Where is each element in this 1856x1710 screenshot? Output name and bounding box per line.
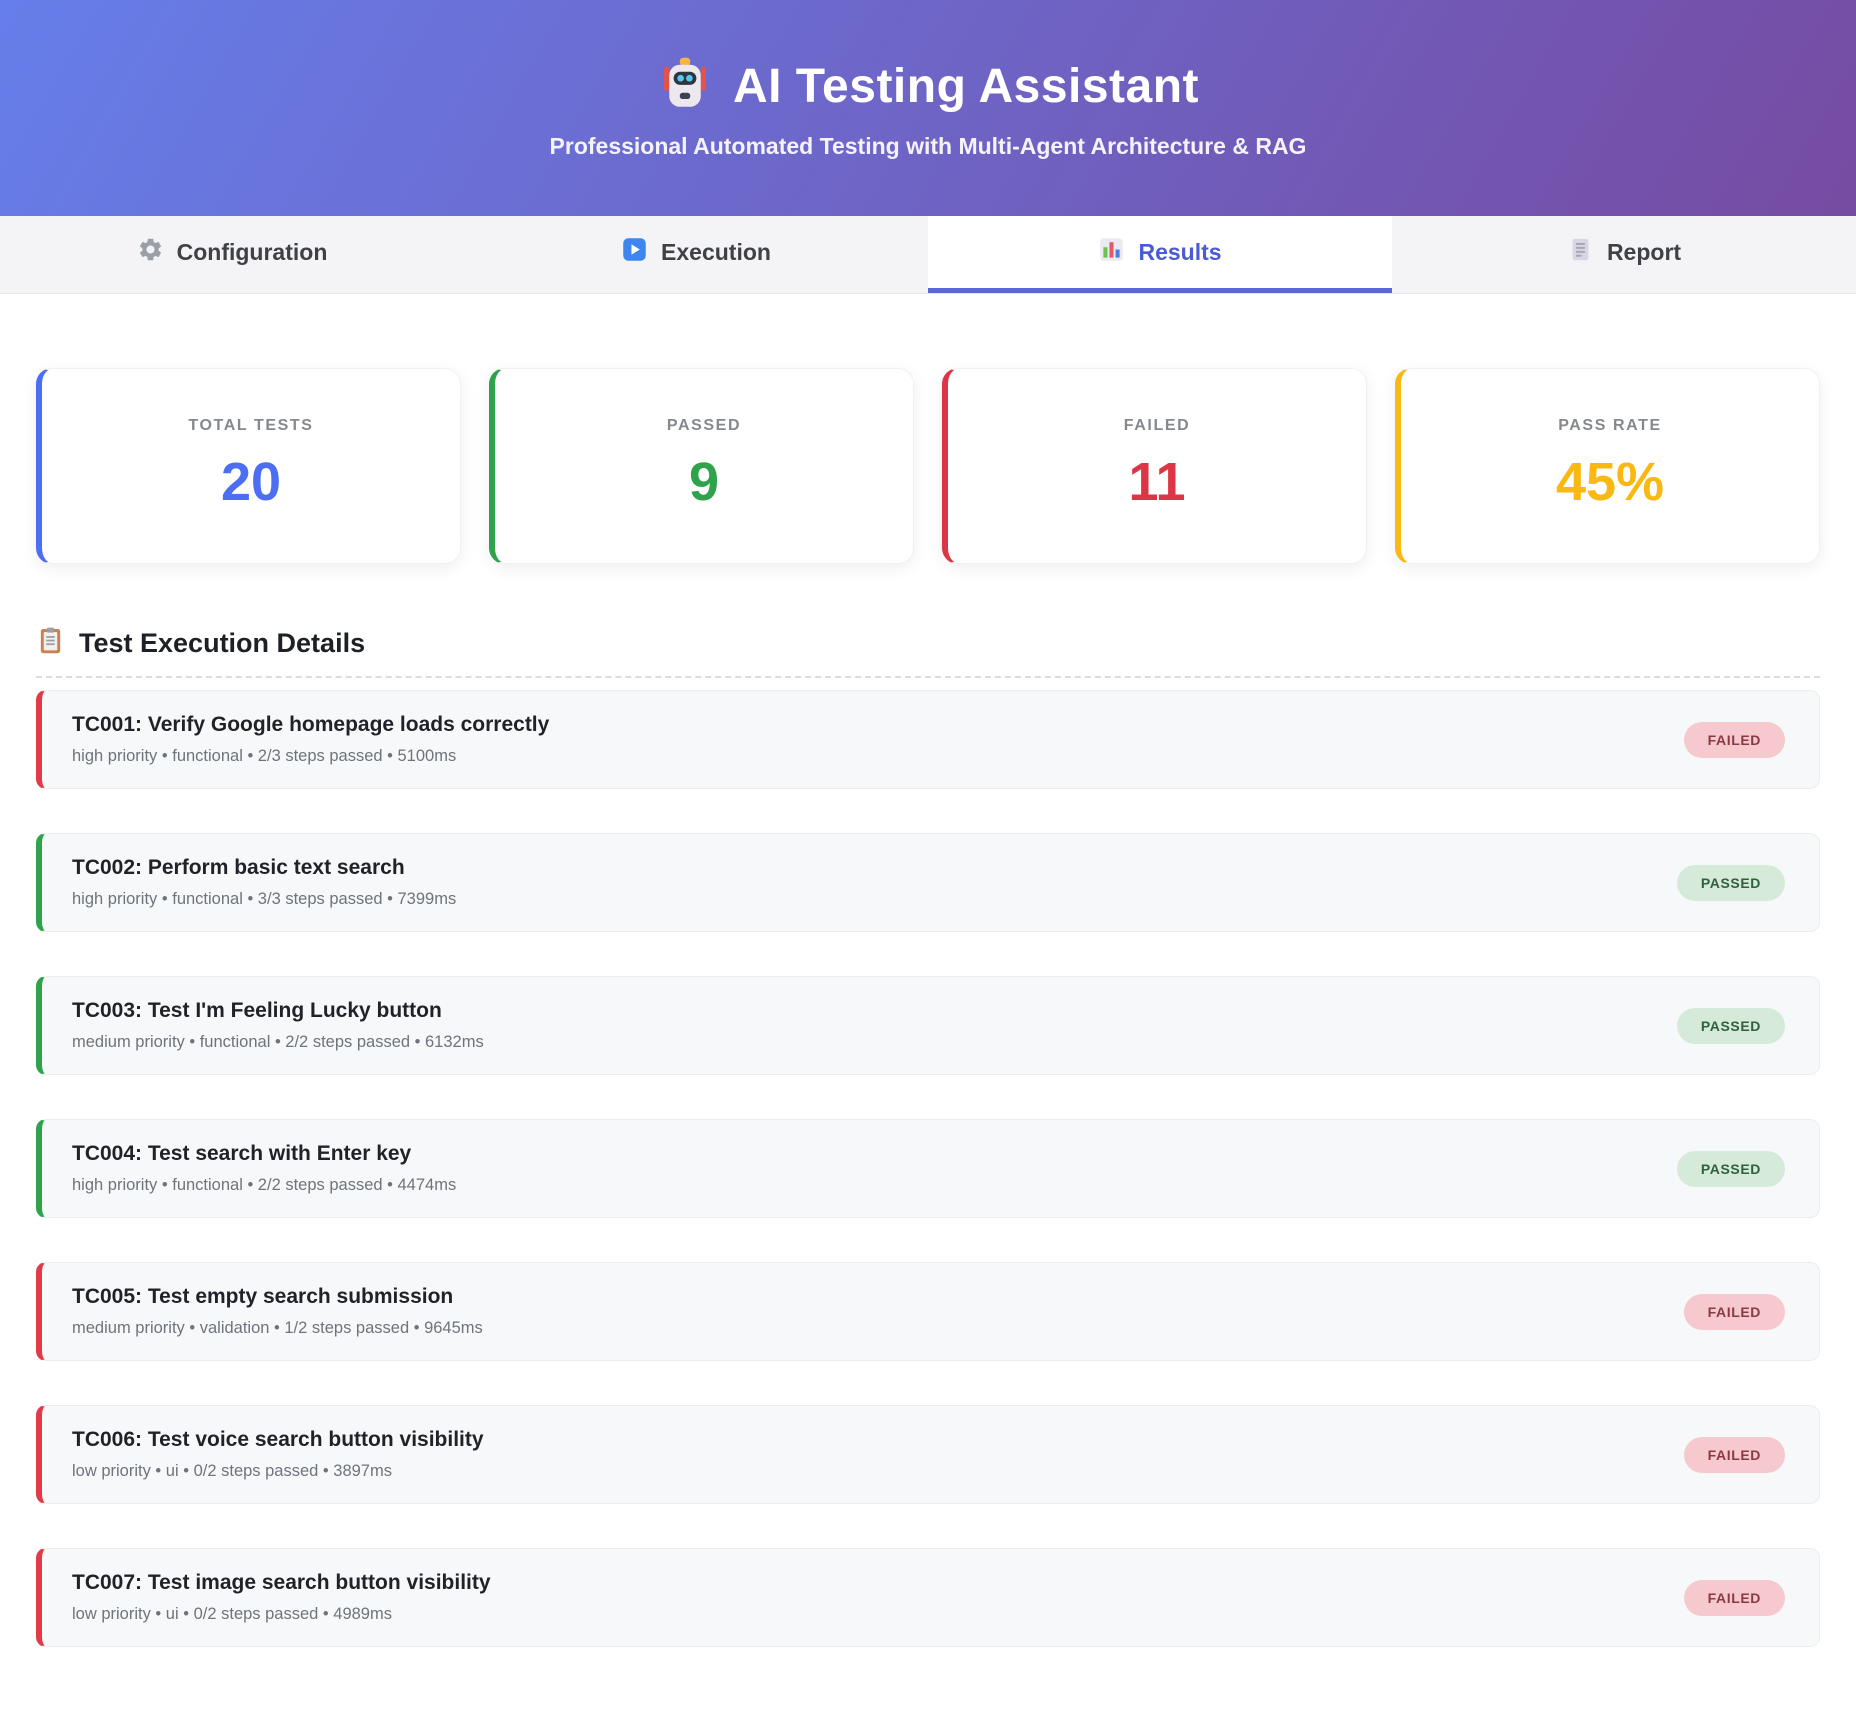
stat-label: PASSED xyxy=(666,417,742,434)
test-title: TC002: Perform basic text search xyxy=(72,856,405,879)
stat-label: TOTAL TESTS xyxy=(188,417,314,434)
stats-row: TOTAL TESTS 20 PASSED 9 FAILED 11 PASS R… xyxy=(36,368,1820,564)
test-list: TC001: Verify Google homepage loads corr… xyxy=(36,690,1820,1647)
status-badge: FAILED xyxy=(1683,721,1785,758)
test-meta: medium priority • functional • 2/2 steps… xyxy=(72,1033,484,1051)
stat-label: PASS RATE xyxy=(1558,417,1662,434)
stat-value: 20 xyxy=(220,452,282,512)
stat-card-failed: FAILED 11 xyxy=(942,368,1367,564)
status-badge: FAILED xyxy=(1683,1436,1785,1473)
test-row-tc007[interactable]: TC007: Test image search button visibili… xyxy=(36,1548,1820,1647)
test-meta: low priority • ui • 0/2 steps passed • 4… xyxy=(72,1605,392,1623)
test-title: TC007: Test image search button visibili… xyxy=(72,1571,491,1594)
test-meta: high priority • functional • 3/3 steps p… xyxy=(72,890,457,908)
bar-chart-icon xyxy=(1098,236,1125,269)
test-meta: medium priority • validation • 1/2 steps… xyxy=(72,1319,483,1337)
status-badge: FAILED xyxy=(1683,1579,1785,1616)
section-header: Test Execution Details xyxy=(36,626,1820,660)
page-title: AI Testing Assistant xyxy=(732,60,1200,113)
gear-icon xyxy=(137,236,164,269)
test-row-tc004[interactable]: TC004: Test search with Enter key high p… xyxy=(36,1119,1820,1218)
test-meta: high priority • functional • 2/3 steps p… xyxy=(72,747,457,765)
page-header: AI Testing Assistant Professional Automa… xyxy=(0,0,1856,216)
tab-results[interactable]: Results xyxy=(928,216,1392,293)
test-title: TC004: Test search with Enter key xyxy=(72,1142,412,1165)
test-row-tc002[interactable]: TC002: Perform basic text search high pr… xyxy=(36,833,1820,932)
test-row-tc001[interactable]: TC001: Verify Google homepage loads corr… xyxy=(36,690,1820,789)
test-meta: high priority • functional • 2/2 steps p… xyxy=(72,1176,457,1194)
stat-value: 45% xyxy=(1555,452,1665,512)
status-badge: PASSED xyxy=(1676,864,1785,901)
test-row-tc003[interactable]: TC003: Test I'm Feeling Lucky button med… xyxy=(36,976,1820,1075)
stat-value: 11 xyxy=(1128,452,1186,512)
tab-report[interactable]: Report xyxy=(1392,216,1856,293)
test-row-tc005[interactable]: TC005: Test empty search submission medi… xyxy=(36,1262,1820,1361)
section-title: Test Execution Details xyxy=(79,627,366,658)
page-subtitle: Professional Automated Testing with Mult… xyxy=(549,133,1307,159)
clipboard-icon xyxy=(36,626,65,660)
stat-card-pass-rate: PASS RATE 45% xyxy=(1395,368,1820,564)
play-icon xyxy=(621,236,648,269)
tab-label: Configuration xyxy=(176,238,328,265)
test-title: TC005: Test empty search submission xyxy=(72,1285,454,1308)
tab-bar: Configuration Execution Results Report xyxy=(0,216,1856,294)
test-title: TC006: Test voice search button visibili… xyxy=(72,1428,484,1451)
stat-card-total-tests: TOTAL TESTS 20 xyxy=(36,368,461,564)
stat-label: FAILED xyxy=(1123,417,1191,434)
test-title: TC001: Verify Google homepage loads corr… xyxy=(72,713,550,736)
robot-icon xyxy=(657,56,713,117)
section-divider xyxy=(36,676,1820,678)
stat-value: 9 xyxy=(688,452,720,512)
report-icon xyxy=(1567,236,1594,269)
status-badge: PASSED xyxy=(1676,1007,1785,1044)
test-row-tc006[interactable]: TC006: Test voice search button visibili… xyxy=(36,1405,1820,1504)
tab-label: Results xyxy=(1138,238,1222,265)
tab-label: Execution xyxy=(661,238,771,265)
status-badge: FAILED xyxy=(1683,1293,1785,1330)
test-meta: low priority • ui • 0/2 steps passed • 3… xyxy=(72,1462,392,1480)
results-panel: TOTAL TESTS 20 PASSED 9 FAILED 11 PASS R… xyxy=(0,368,1856,1647)
tab-configuration[interactable]: Configuration xyxy=(0,216,464,293)
stat-card-passed: PASSED 9 xyxy=(489,368,914,564)
status-badge: PASSED xyxy=(1676,1150,1785,1187)
tab-label: Report xyxy=(1606,238,1682,265)
tab-execution[interactable]: Execution xyxy=(464,216,928,293)
test-title: TC003: Test I'm Feeling Lucky button xyxy=(72,999,442,1022)
